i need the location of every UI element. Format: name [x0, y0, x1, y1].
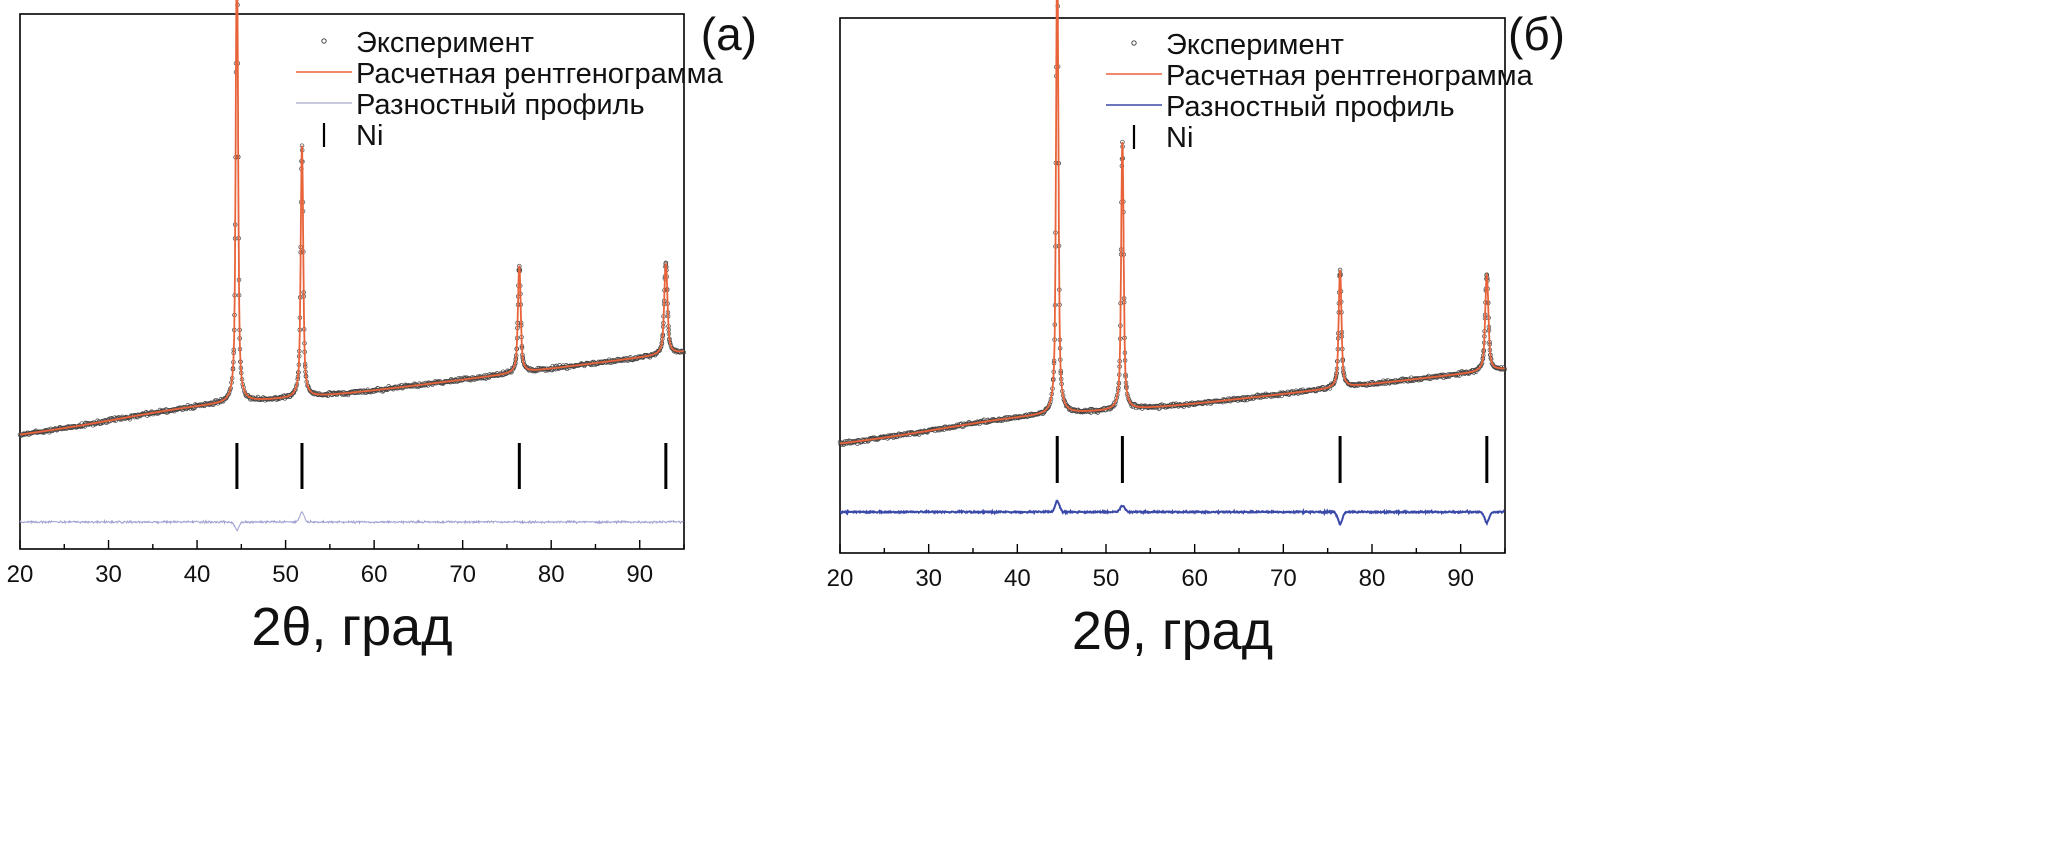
series-calculated — [839, 0, 1505, 445]
panel-label: (а) — [701, 8, 757, 60]
series-difference — [19, 510, 684, 532]
legend-label: Ni — [1166, 122, 1193, 154]
x-tick-label: 70 — [1270, 565, 1297, 592]
x-tick-label: 50 — [1093, 565, 1120, 592]
x-tick-label: 70 — [449, 561, 476, 588]
x-tick-label: 90 — [1447, 565, 1474, 592]
legend-label: Ni — [356, 120, 383, 152]
x-tick-label: 60 — [1181, 565, 1208, 592]
x-tick-label: 50 — [272, 561, 299, 588]
x-tick-label: 60 — [361, 561, 388, 588]
x-tick-label: 20 — [827, 565, 854, 592]
x-tick-label: 40 — [184, 561, 211, 588]
x-axis-title: 2θ, град — [1072, 601, 1273, 661]
x-tick-label: 20 — [7, 561, 34, 588]
panel-label: (б) — [1508, 8, 1565, 60]
x-tick-label: 40 — [1004, 565, 1031, 592]
x-axis-title: 2θ, град — [251, 597, 452, 657]
legend-label: Эксперимент — [1166, 29, 1344, 61]
legend-marker-circle — [321, 38, 327, 44]
legend-label: Расчетная рентгенограмма — [356, 58, 724, 90]
x-tick-label: 80 — [1359, 565, 1386, 592]
series-calculated — [19, 0, 684, 436]
legend-label: Эксперимент — [356, 27, 534, 59]
x-tick-label: 80 — [538, 561, 565, 588]
legend-marker-circle — [1131, 40, 1137, 46]
x-tick-label: 30 — [95, 561, 122, 588]
series-difference — [839, 499, 1506, 527]
plot-frame — [19, 13, 685, 550]
x-tick-label: 90 — [626, 561, 653, 588]
legend-label: Расчетная рентгенограмма — [1166, 60, 1534, 92]
legend-label: Разностный профиль — [1166, 91, 1455, 123]
x-tick-label: 30 — [915, 565, 942, 592]
legend-label: Разностный профиль — [356, 89, 645, 121]
plot-frame — [839, 17, 1506, 554]
